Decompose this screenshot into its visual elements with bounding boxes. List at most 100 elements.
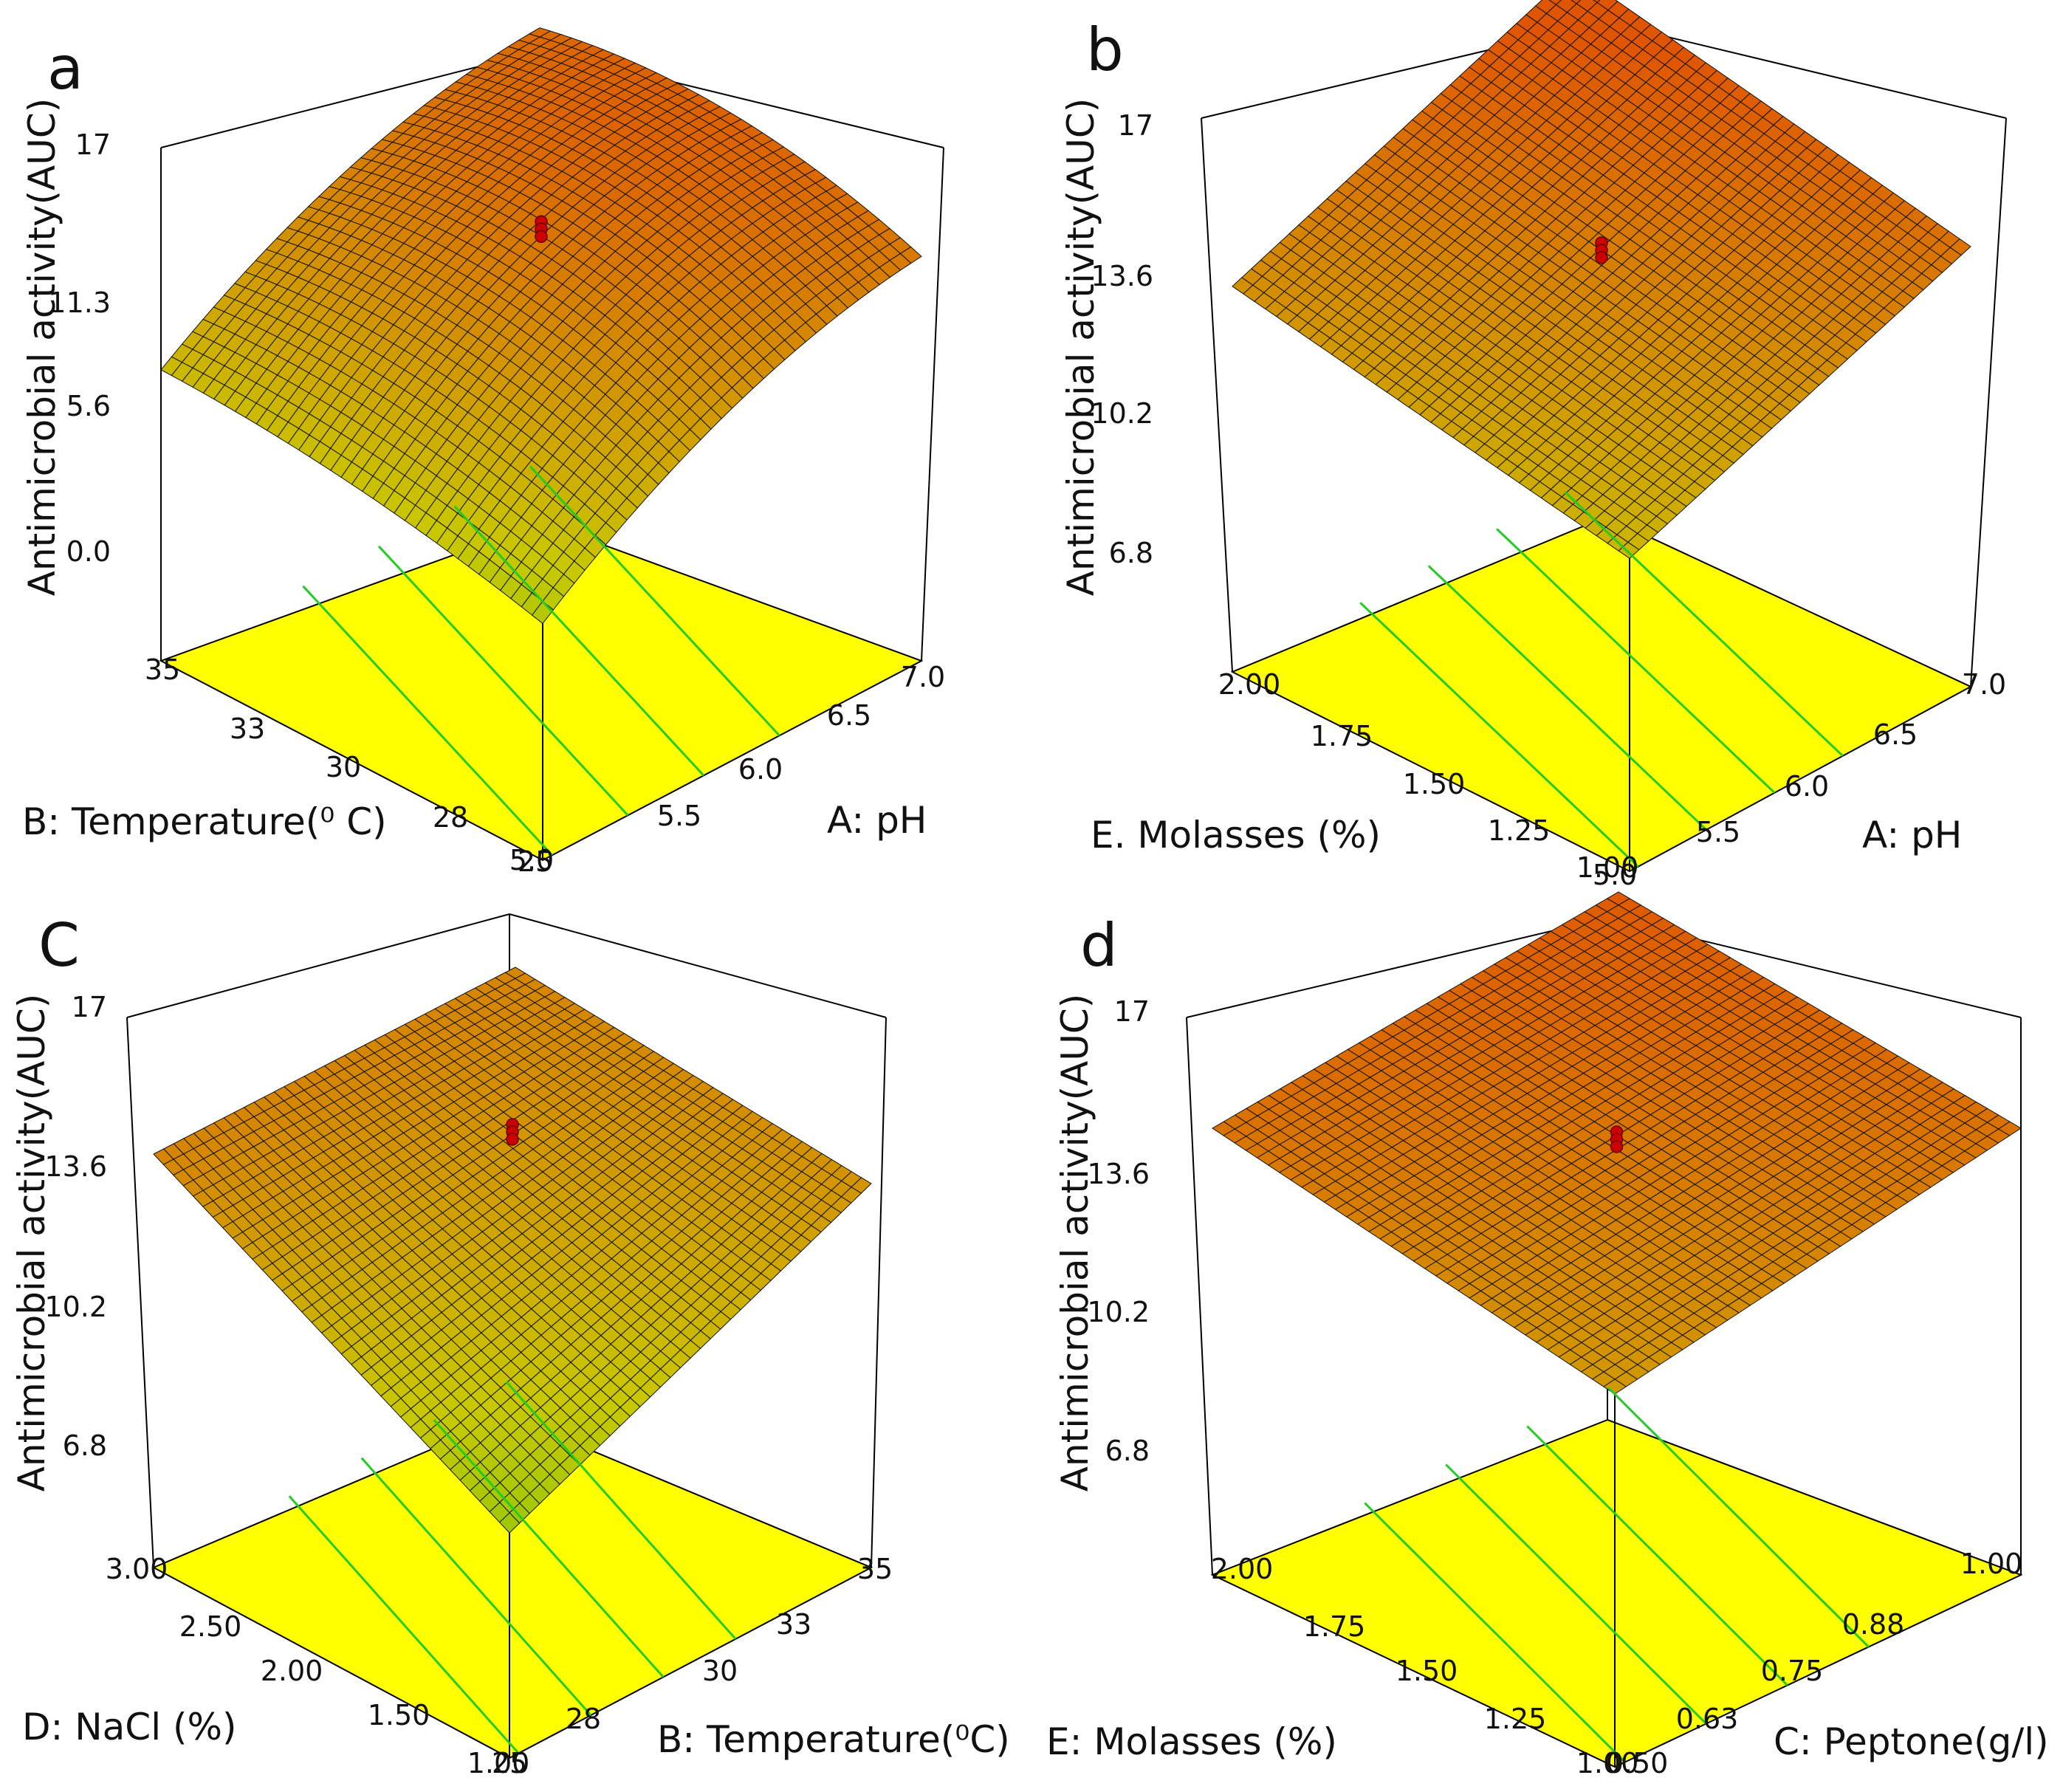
x-tick-label: 5.5 <box>1696 816 1740 848</box>
contour-line <box>505 1381 737 1640</box>
y-tick-label: 1.75 <box>1311 720 1373 752</box>
x-tick-label: 7.0 <box>1962 668 2006 701</box>
contour-line <box>453 505 705 777</box>
z-axis-title: Antimicrobial activity(AUC) <box>10 994 53 1492</box>
contour-line <box>1564 491 1844 757</box>
x-tick-label: 6.0 <box>738 753 783 786</box>
y-axis-title: D: NaCl (%) <box>22 1706 237 1748</box>
surface-cell <box>1548 0 1562 6</box>
y-tick-label: 2.50 <box>179 1610 242 1643</box>
axis-frame-line <box>921 147 944 662</box>
surface-cell <box>1593 0 1601 4</box>
y-tick-label: 1.00 <box>1576 851 1639 884</box>
axis-frame-line <box>509 913 887 1018</box>
x-tick-label: 33 <box>776 1608 811 1641</box>
y-tick-label: 33 <box>230 713 265 745</box>
axis-frame-line <box>1605 21 2007 119</box>
z-tick-label: 11.3 <box>48 286 111 319</box>
y-tick-label: 1.50 <box>368 1699 430 1731</box>
y-tick-label: 1.25 <box>1488 814 1551 847</box>
chart-svg: C 17 13.6 10.2 6.8 Antimicrobial activity(AUC… <box>10 911 1010 1779</box>
design-point <box>506 1133 519 1146</box>
z-tick-label: 17 <box>75 128 111 161</box>
y-axis-title: B: Temperature(⁰ C) <box>22 800 387 843</box>
z-tick-label: 6.8 <box>63 1429 107 1462</box>
x-tick-label: 28 <box>566 1703 601 1735</box>
contour-line <box>377 545 629 817</box>
z-tick-label: 6.8 <box>1105 1435 1150 1467</box>
panel-letter: C <box>38 911 80 980</box>
x-tick-label: 6.5 <box>1873 718 1918 751</box>
contour-line <box>302 585 553 856</box>
y-tick-label: 25 <box>518 845 553 878</box>
z-tick-label: 6.8 <box>1109 537 1153 569</box>
z-tick-label: 10.2 <box>44 1291 107 1323</box>
x-tick-label: 35 <box>857 1553 893 1585</box>
chart-panel-b: b 17 13.6 10.2 6.8 Antimicrobial activity(AUC… <box>1032 0 2063 896</box>
y-tick-label: 1.00 <box>467 1747 530 1779</box>
response-surface <box>160 27 922 625</box>
chart-panel-c: C 17 13.6 10.2 6.8 Antimicrobial activity(AUC… <box>0 896 1032 1791</box>
y-tick-label: 35 <box>145 653 180 686</box>
design-point <box>1595 251 1608 264</box>
contour-line <box>288 1495 520 1754</box>
z-tick-label: 0.0 <box>66 535 111 568</box>
panel-letter: a <box>47 34 83 103</box>
chart-svg: d 17 13.6 10.2 6.8 Antimicrobial activity(AUC… <box>1046 891 2049 1779</box>
chart-panel-d: d 17 13.6 10.2 6.8 Antimicrobial activity(AUC… <box>1032 891 2063 1791</box>
z-tick-label: 13.6 <box>1087 1158 1150 1190</box>
contour-line <box>433 1419 665 1678</box>
design-point <box>535 230 548 244</box>
panel-letter: b <box>1086 16 1124 84</box>
contour-line <box>1427 565 1708 831</box>
z-tick-label: 5.6 <box>66 390 111 422</box>
chart-panel-a: a 17 11.3 5.6 0.0 Antimicrobial activity(AUC)… <box>0 0 1032 896</box>
z-tick-label: 13.6 <box>1091 260 1153 292</box>
x-axis-title: A: pH <box>1862 814 1962 856</box>
x-tick-label: 30 <box>702 1655 738 1687</box>
x-tick-label: 5.5 <box>657 800 701 832</box>
axis-frame-line <box>1201 117 1233 673</box>
surface-cell <box>498 1512 521 1534</box>
x-axis-title: A: pH <box>827 799 927 842</box>
x-tick-label: 7.0 <box>901 661 945 693</box>
z-axis-title: Antimicrobial activity(AUC) <box>1054 994 1096 1492</box>
z-axis-title: Antimicrobial activity(AUC) <box>21 98 63 597</box>
axis-frame-line <box>1970 117 2007 687</box>
axis-frame-line <box>1186 917 1608 1018</box>
y-axis-title: E. Molasses (%) <box>1091 814 1381 856</box>
axis-frame-line <box>871 1017 887 1568</box>
axis-frame-line <box>126 913 510 1018</box>
contour-floor <box>1210 1418 2023 1768</box>
y-tick-label: 28 <box>433 801 468 834</box>
surface-cell <box>1571 0 1582 4</box>
response-surface <box>153 967 872 1534</box>
y-tick-label: 1.50 <box>1403 768 1466 800</box>
contour-line <box>360 1457 592 1716</box>
x-tick-label: 25 <box>492 1747 527 1779</box>
x-tick-label: 5.0 <box>509 844 554 876</box>
z-tick-label: 17 <box>1118 109 1153 142</box>
x-tick-label: 5.0 <box>1593 859 1637 891</box>
y-tick-label: 3.00 <box>106 1553 168 1585</box>
axis-frame-line <box>126 1017 154 1568</box>
axis-frame-line <box>1186 1017 1213 1576</box>
z-tick-label: 10.2 <box>1091 397 1153 430</box>
y-tick-label: 2.00 <box>261 1655 323 1687</box>
contour-line <box>1495 528 1776 794</box>
panel-letter: d <box>1080 911 1118 980</box>
z-tick-label: 13.6 <box>44 1150 107 1183</box>
contour-line <box>529 465 780 737</box>
z-tick-label: 17 <box>1114 995 1150 1028</box>
z-axis-title: Antimicrobial activity(AUC) <box>1060 98 1102 597</box>
z-tick-label: 10.2 <box>1087 1296 1150 1328</box>
x-axis-title: B: Temperature(⁰C) <box>657 1718 1010 1761</box>
x-tick-label: 6.0 <box>1785 770 1829 803</box>
contour-line <box>1359 602 1639 868</box>
z-tick-label: 17 <box>72 991 107 1023</box>
y-tick-label: 2.00 <box>1218 668 1281 701</box>
x-tick-label: 6.5 <box>827 699 871 732</box>
